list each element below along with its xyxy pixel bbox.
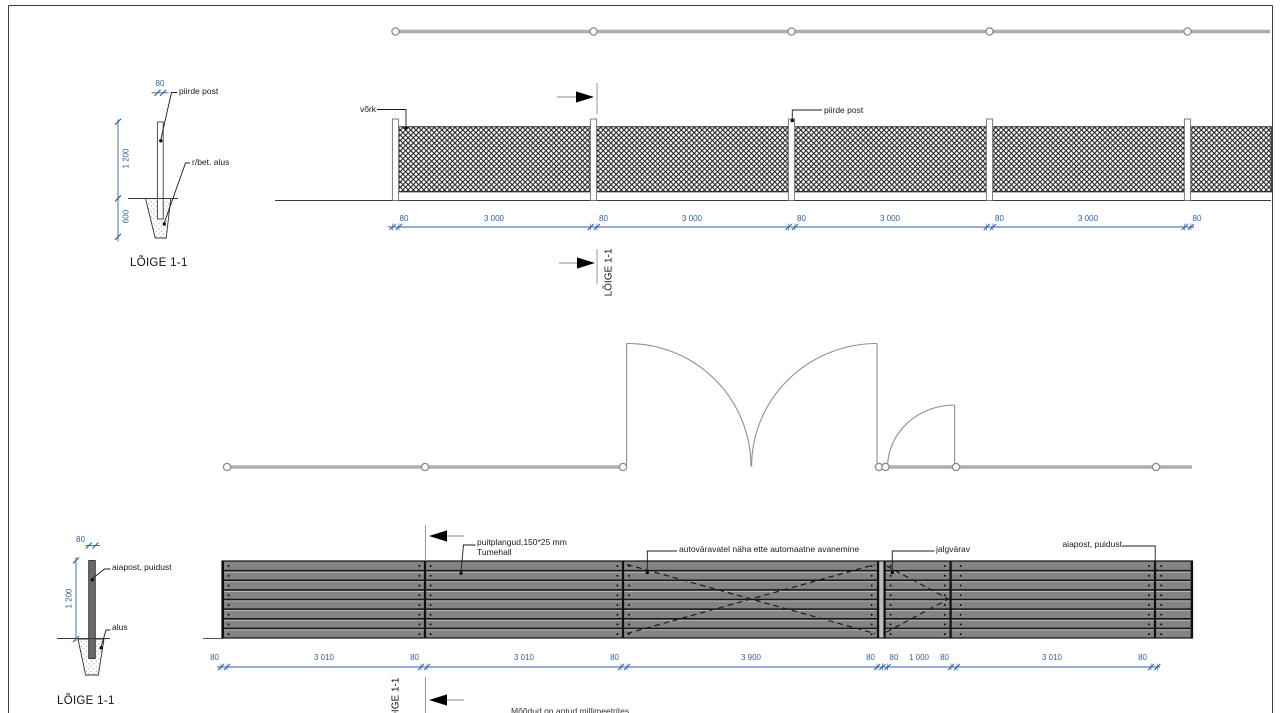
wood-post-section-detail bbox=[57, 542, 111, 676]
bs-caption: LÕIGE 1-1 bbox=[57, 695, 115, 707]
plan-post-circles bbox=[222, 462, 1161, 472]
leader-lines bbox=[160, 92, 190, 223]
section-cut-marker-bottom bbox=[559, 249, 598, 284]
wood-fence-plan-view bbox=[222, 342, 1192, 472]
bs-width-dim: 80 bbox=[76, 535, 85, 544]
section-dimensions bbox=[114, 89, 169, 242]
bs-post-label: aiapost, puidust bbox=[112, 562, 172, 572]
gate-brace-dashes bbox=[626, 563, 949, 635]
section-arrow-icon bbox=[429, 694, 447, 706]
be-dim-8: 1 000 bbox=[908, 653, 930, 662]
fence-post-lines bbox=[221, 561, 1193, 638]
section-cut-marker-top bbox=[557, 83, 598, 114]
wood-fence-elevation bbox=[203, 525, 1194, 713]
te-dim-7: 3 000 bbox=[1077, 214, 1099, 223]
section-cut-marker-bottom bbox=[424, 677, 464, 713]
te-dim-4: 80 bbox=[797, 214, 806, 223]
ts-post-label: piirde post bbox=[179, 86, 219, 96]
be-section-label: LÕIGE 1-1 bbox=[390, 677, 402, 713]
gate-swing-arcs bbox=[626, 342, 956, 468]
be-dim-10: 3 010 bbox=[1041, 653, 1063, 662]
mesh-fence-elevation bbox=[275, 83, 1272, 284]
be-dim-4: 80 bbox=[610, 653, 619, 662]
te-section-label: LÕIGE 1-1 bbox=[603, 248, 614, 296]
leader-lines bbox=[377, 109, 822, 127]
fence-post-section bbox=[156, 121, 164, 220]
te-dim-8: 80 bbox=[1192, 214, 1202, 223]
te-dim-0: 80 bbox=[399, 214, 409, 223]
ts-height-dim: 1 200 bbox=[121, 148, 131, 169]
bottom-dimension-line bbox=[217, 663, 1161, 671]
fence-posts bbox=[391, 118, 1192, 201]
top-dimension-line bbox=[388, 223, 1195, 231]
ts-base-label: r/bet. alus bbox=[192, 157, 230, 167]
wood-post-section bbox=[88, 560, 96, 659]
be-dim-2: 80 bbox=[410, 653, 419, 662]
te-post-label: piirde post bbox=[824, 104, 864, 115]
bs-height-dim: 1 200 bbox=[64, 588, 73, 609]
be-dim-6: 80 bbox=[866, 653, 875, 662]
mesh-panels bbox=[398, 126, 1272, 193]
te-dim-6: 80 bbox=[995, 214, 1004, 223]
mesh-post-section-detail bbox=[114, 89, 190, 242]
be-dim-0: 80 bbox=[210, 653, 219, 662]
section-arrow-icon bbox=[429, 530, 447, 542]
bs-base-label: alus bbox=[112, 622, 128, 632]
leader-lines bbox=[92, 568, 111, 647]
plank-spec-line2: Tumehall bbox=[477, 546, 512, 557]
be-dim-5: 3 900 bbox=[740, 653, 762, 662]
be-dim-1: 3 010 bbox=[313, 653, 335, 662]
be-dim-7: 80 bbox=[889, 653, 899, 662]
auto-gate-label: autoväravatel näha ette automaatne avane… bbox=[679, 544, 860, 554]
be-dim-11: 80 bbox=[1138, 653, 1147, 662]
plank-spec-line1: puitplangud,150*25 mm bbox=[477, 536, 567, 547]
be-post-label: aiapost, puidust bbox=[1062, 538, 1122, 549]
mesh-label: võrk bbox=[359, 104, 376, 114]
plan-post-circles bbox=[391, 27, 1192, 36]
te-dim-1: 3 000 bbox=[483, 214, 505, 223]
ts-caption: LÕIGE 1-1 bbox=[130, 257, 188, 269]
section-dimensions bbox=[72, 542, 100, 643]
cutoff-bottom-note: Mõõdud on antud millimeetrites bbox=[511, 706, 630, 713]
leader-lines bbox=[460, 544, 1156, 572]
ts-depth-dim: 600 bbox=[121, 209, 131, 223]
page-border bbox=[8, 5, 1273, 713]
section-cut-marker-top bbox=[424, 525, 464, 561]
section-arrow-icon bbox=[576, 91, 594, 103]
plank-gap-lines bbox=[222, 569, 1193, 630]
te-dim-5: 3 000 bbox=[879, 214, 901, 223]
te-dim-3: 3 000 bbox=[681, 214, 703, 223]
plank-spec-label: puitplangud,150*25 mm Tumehall bbox=[477, 537, 567, 557]
mesh-fence-plan-view bbox=[391, 27, 1270, 36]
be-dim-3: 3 010 bbox=[513, 653, 535, 662]
ts-width-dim: 80 bbox=[155, 79, 165, 88]
section-arrow-icon bbox=[577, 257, 595, 269]
te-dim-2: 80 bbox=[599, 214, 608, 223]
pedestrian-gate-label: jalgvärav bbox=[936, 544, 971, 554]
be-dim-9: 80 bbox=[940, 653, 949, 662]
